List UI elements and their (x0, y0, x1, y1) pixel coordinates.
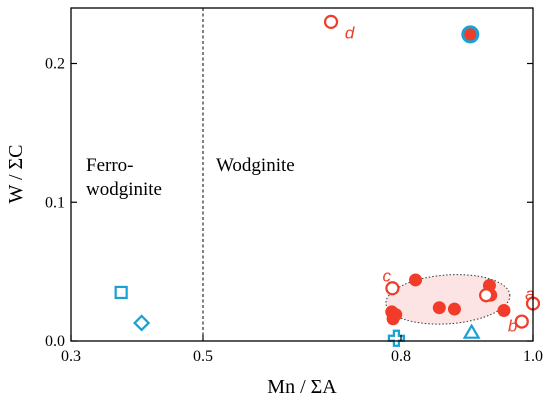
region-label-ferro-line1: Ferro- (86, 155, 133, 176)
point-annotation: a (525, 284, 534, 303)
plot-frame (70, 7, 534, 342)
open-circle-point (385, 281, 400, 296)
tick-layer: 0.3 0.5 0.8 1.0 0.0 0.1 0.2 (45, 56, 543, 366)
y-axis-title: W / ΣC (5, 144, 27, 203)
region-label-ferro-line2: wodginite (86, 179, 162, 200)
x-tick-label: 0.5 (193, 348, 213, 365)
plot-layer: d c ab (114, 8, 541, 347)
x-axis-title: Mn / ΣA (267, 376, 337, 398)
ringed-circle-point (461, 25, 480, 44)
open-diamond-point (133, 314, 151, 332)
filled-circle-point (389, 308, 403, 322)
open-circle-point (514, 314, 529, 329)
open-triangle-point (462, 323, 481, 339)
text-layer: Mn / ΣA W / ΣC Ferro- wodginite Wodginit… (5, 144, 337, 398)
x-tick-label: 0.3 (61, 348, 81, 365)
open-square-point (114, 285, 128, 300)
filled-circle-point (432, 301, 446, 315)
y-tick-label: 0.1 (45, 194, 65, 211)
filled-circle-point (447, 302, 461, 316)
filled-circle-point (409, 273, 423, 287)
open-circle-point (479, 288, 494, 303)
filled-circle-point (497, 303, 511, 317)
y-tick-label: 0.2 (45, 56, 65, 73)
point-annotation: c (383, 266, 392, 285)
open-circle-point (323, 14, 339, 29)
region-label-wodginite: Wodginite (216, 155, 295, 176)
point-annotation: d (345, 24, 355, 43)
point-annotation: b (508, 316, 517, 335)
cluster-envelope (385, 274, 511, 325)
open-cross-point (387, 329, 405, 347)
x-tick-label: 1.0 (523, 348, 543, 365)
x-tick-label: 0.8 (391, 348, 411, 365)
y-tick-label: 0.0 (45, 333, 65, 350)
